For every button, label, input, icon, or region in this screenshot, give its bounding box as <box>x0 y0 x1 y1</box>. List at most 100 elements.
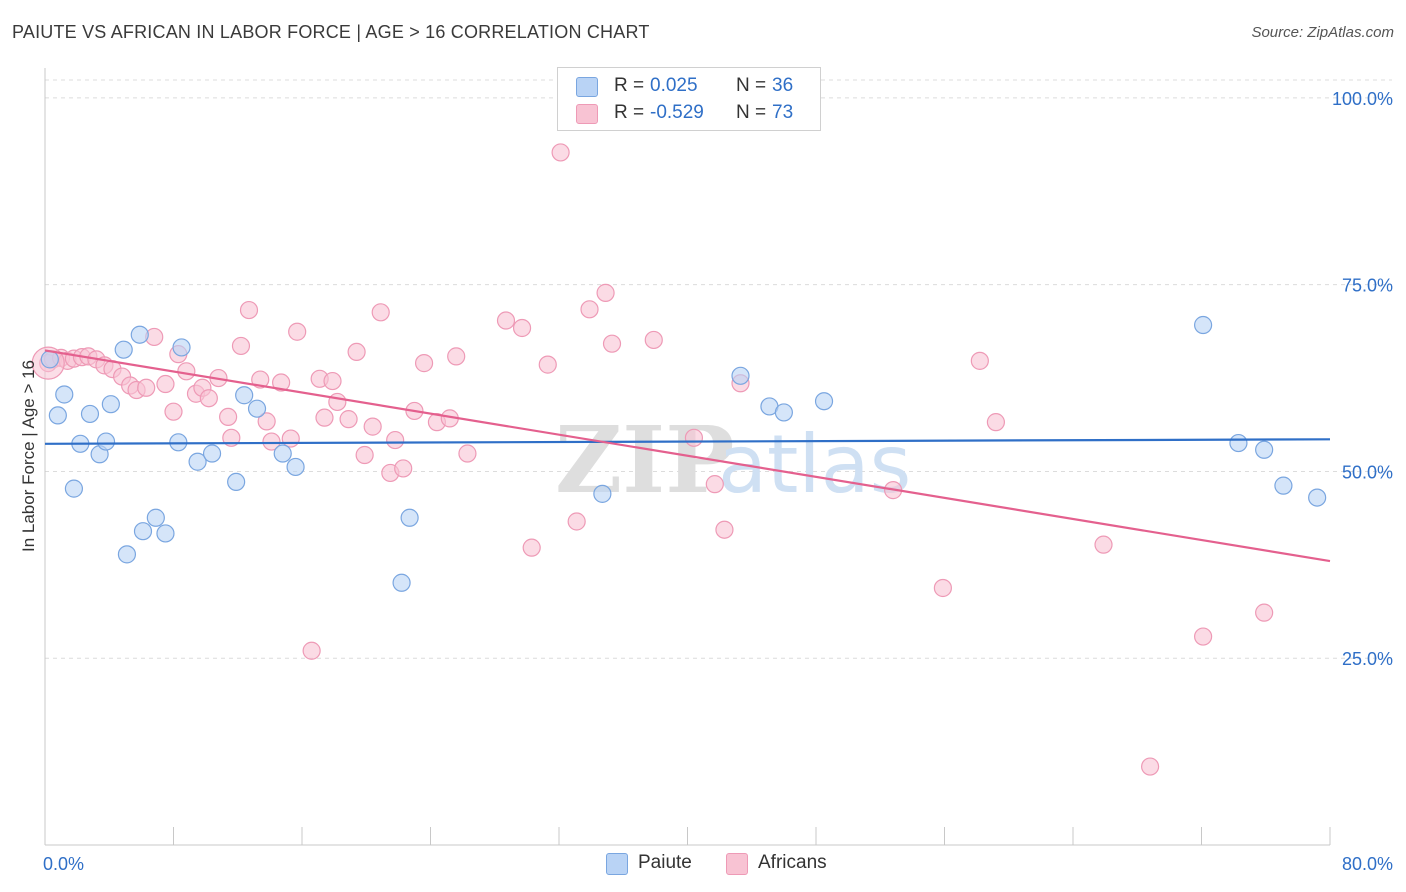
r-value: 0.025 <box>650 75 698 96</box>
axes <box>44 68 1331 846</box>
africans-point <box>347 342 366 362</box>
africans-point <box>323 371 342 391</box>
tick-labels: 25.0% 50.0% 75.0% 100.0% 0.0% 80.0% In Labor F… <box>19 89 1393 874</box>
africans-point <box>371 303 390 322</box>
n-value: 36 <box>772 75 794 96</box>
africans-point <box>199 389 218 408</box>
paiute-point <box>227 472 246 492</box>
paiute-point <box>48 406 67 425</box>
paiute-point <box>130 325 149 344</box>
africans-point <box>933 578 952 598</box>
paiute-point <box>286 457 305 477</box>
africans-point <box>414 354 434 373</box>
source-label: Source: ZipAtlas.com <box>1251 24 1394 41</box>
n-value: 73 <box>772 102 794 123</box>
series-legend: Paiute Africans <box>0 851 1406 877</box>
paiute-point <box>80 404 100 424</box>
paiute-point <box>202 444 222 463</box>
africans-point <box>272 373 291 392</box>
africans-point <box>705 475 724 494</box>
africans-point <box>339 410 358 429</box>
africans-point <box>1140 757 1160 776</box>
correlation-legend: R = 0.025 N = 36 R = -0.529 N = 73 <box>557 67 821 131</box>
paiute-point <box>1274 476 1293 495</box>
trend-lines <box>44 349 1331 563</box>
africans-point <box>231 336 251 356</box>
watermark-atlas: atlas <box>718 418 911 511</box>
africans-point <box>302 641 321 660</box>
africans-point <box>458 444 477 463</box>
africans-point <box>551 143 570 162</box>
africans-point <box>251 370 270 389</box>
paiute-point <box>172 338 191 357</box>
paiute-legend-swatch <box>606 853 628 875</box>
y-tick-label: 50.0% <box>1342 462 1393 482</box>
paiute-point <box>273 444 292 463</box>
paiute-point <box>55 385 74 404</box>
paiute-point <box>133 522 153 541</box>
paiute-point <box>114 340 133 359</box>
paiute-points <box>40 315 1327 592</box>
paiute-point <box>814 392 834 411</box>
paiute-point <box>156 524 175 543</box>
watermark: ZIP atlas <box>555 406 911 514</box>
paiute-point <box>101 395 120 414</box>
africans-point <box>602 334 622 353</box>
africans-point <box>137 378 156 397</box>
n-label: N = <box>736 75 767 96</box>
paiute-point <box>400 508 419 527</box>
africans-point <box>355 445 374 465</box>
africans-point <box>447 347 466 366</box>
africans-trend-line <box>44 349 1331 563</box>
africans-point <box>1094 535 1113 554</box>
r-value: -0.529 <box>650 102 704 123</box>
paiute-point <box>731 366 750 385</box>
y-tick-label: 75.0% <box>1342 276 1393 296</box>
africans-point <box>644 330 663 350</box>
africans-point <box>288 322 307 341</box>
paiute-point <box>235 386 254 405</box>
africans-point <box>281 429 300 448</box>
africans-point <box>522 538 541 557</box>
africans-point <box>315 408 334 427</box>
africans-swatch <box>576 104 598 124</box>
chart-title: PAIUTE VS AFRICAN IN LABOR FORCE | AGE >… <box>12 22 650 42</box>
africans-point <box>596 283 615 302</box>
legend-label-paiute: Paiute <box>638 852 692 873</box>
africans-point <box>394 459 413 478</box>
africans-point <box>239 300 259 320</box>
africans-point <box>684 428 704 447</box>
paiute-point <box>64 479 84 498</box>
africans-point <box>164 402 183 421</box>
r-label: R = <box>614 102 645 123</box>
africans-point <box>262 432 281 451</box>
paiute-point <box>40 350 59 369</box>
paiute-point <box>1194 315 1213 335</box>
paiute-swatch <box>576 77 598 97</box>
r-label: R = <box>614 75 645 96</box>
africans-point <box>538 355 557 374</box>
africans-point <box>970 351 989 370</box>
africans-point <box>567 512 586 531</box>
paiute-point <box>146 508 165 527</box>
paiute-point <box>96 432 116 451</box>
paiute-point <box>117 545 137 564</box>
paiute-point <box>1229 433 1248 453</box>
africans-point <box>257 412 276 431</box>
y-tick-label: 25.0% <box>1342 649 1393 669</box>
africans-point <box>363 417 382 436</box>
paiute-point <box>392 573 411 592</box>
africans-point <box>715 520 734 539</box>
grid-lines <box>45 79 1392 659</box>
paiute-point <box>774 403 793 422</box>
africans-point <box>1194 627 1213 646</box>
paiute-point <box>247 399 267 418</box>
legend-label-africans: Africans <box>758 852 827 873</box>
n-label: N = <box>736 102 767 123</box>
africans-point <box>219 407 238 427</box>
paiute-point <box>1308 488 1327 507</box>
africans-point <box>512 318 532 338</box>
africans-point <box>1255 603 1274 622</box>
paiute-point <box>1255 440 1274 459</box>
